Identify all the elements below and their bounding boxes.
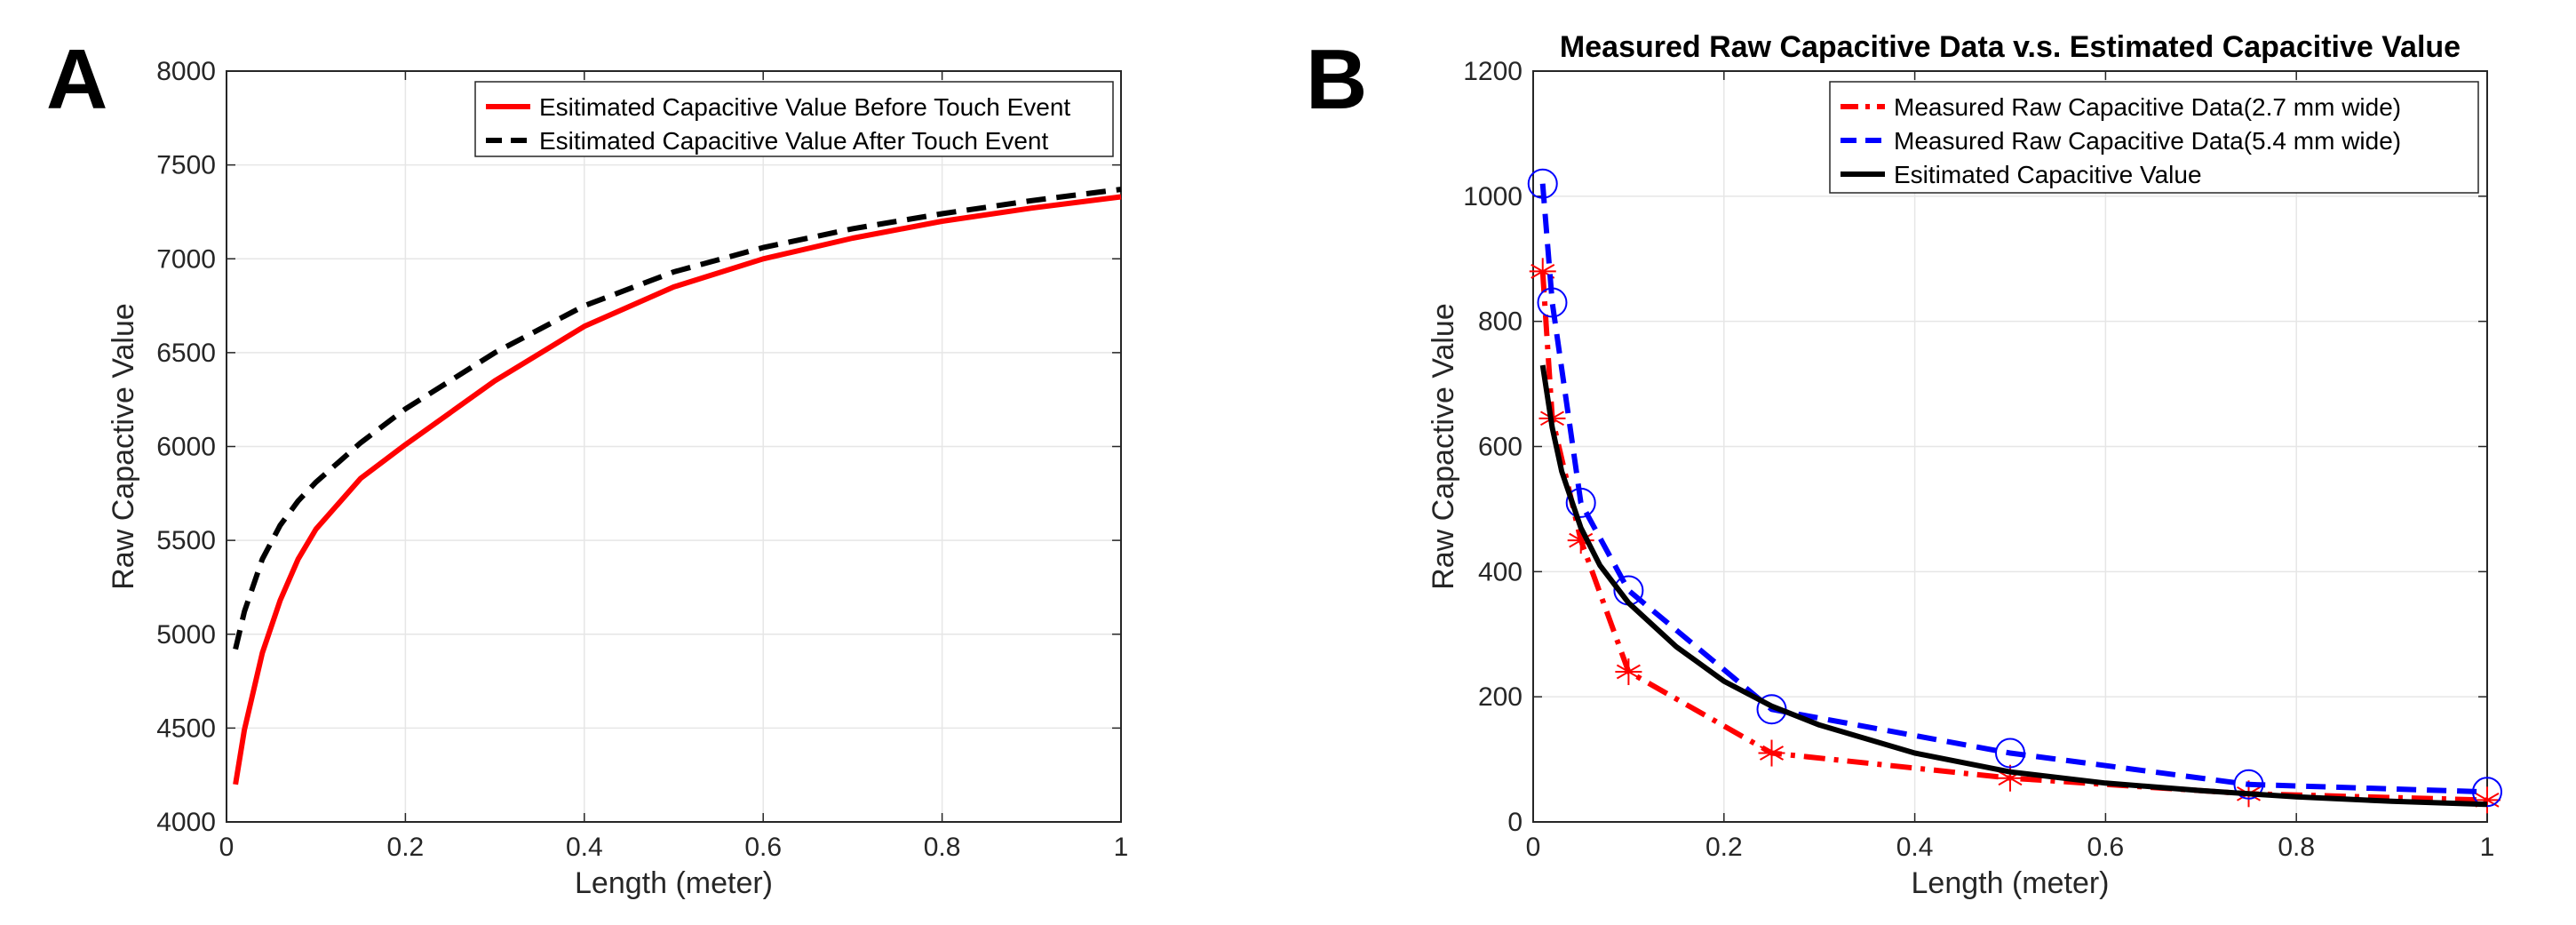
y-tick-label: 6000 [156, 433, 216, 462]
axes-box [1532, 70, 2488, 823]
asterisk-marker [1615, 658, 1642, 685]
x-tick-label: 0.4 [1896, 833, 1934, 862]
legend-label: Esitimated Capacitive Value After Touch … [539, 127, 1048, 155]
legend-label: Esitimated Capacitive Value Before Touch… [539, 93, 1070, 121]
y-axis-label: Raw Capactive Value [107, 303, 140, 590]
y-tick-label: 1000 [1463, 182, 1523, 211]
x-axis-label: Length (meter) [575, 866, 773, 900]
series-line [1539, 364, 2488, 808]
y-tick-label: 7000 [156, 244, 216, 274]
x-tick-label: 0.6 [744, 833, 782, 862]
circle-marker [1995, 738, 2025, 769]
panel-letter-b: B [1306, 32, 1367, 127]
y-tick-label: 1200 [1463, 57, 1523, 86]
legend-box [1829, 81, 2479, 194]
y-tick-label: 800 [1478, 307, 1523, 337]
x-tick-label: 0.4 [566, 833, 603, 862]
x-tick-label: 0 [219, 833, 235, 862]
chart-title: Measured Raw Capacitive Data v.s. Estima… [1560, 30, 2461, 64]
circle-marker [2233, 769, 2264, 800]
y-tick-label: 7500 [156, 151, 216, 180]
legend-label: Measured Raw Capacitive Data(5.4 mm wide… [1894, 127, 2401, 155]
y-axis-label: Raw Capactive Value [1427, 303, 1460, 590]
y-tick-label: 400 [1478, 557, 1523, 586]
x-tick-label: 1 [2480, 833, 2495, 862]
y-tick-label: 4000 [156, 808, 216, 837]
circle-marker [1537, 287, 1568, 318]
legend-label: Measured Raw Capacitive Data(2.7 mm wide… [1894, 93, 2401, 121]
y-tick-label: 0 [1507, 808, 1523, 837]
panel-letter-a: A [46, 32, 107, 127]
chart-panel-b: 0 0.2 0.4 0.6 0.8 1 0 200 400 600 800 1000 1200 Lengt… [1427, 30, 2502, 900]
circle-marker [1565, 487, 1596, 518]
legend-label: Esitimated Capacitive Value [1894, 161, 2202, 188]
circle-marker [2472, 777, 2502, 808]
series-line [1539, 183, 2488, 795]
x-axis-label: Length (meter) [1912, 866, 2110, 900]
x-tick-label: 0.2 [387, 833, 425, 862]
asterisk-marker [2474, 786, 2500, 814]
y-tick-label: 8000 [156, 57, 216, 86]
x-tick-label: 0.8 [924, 833, 961, 862]
x-tick-label: 0.8 [2278, 833, 2315, 862]
y-tick-label: 600 [1478, 433, 1523, 462]
x-tick-label: 0.2 [1705, 833, 1743, 862]
series-line [233, 194, 1122, 785]
series-line [1539, 271, 2488, 803]
y-tick-label: 5500 [156, 526, 216, 555]
x-tick-label: 0.6 [2087, 833, 2125, 862]
chart-panel-a: 0 0.2 0.4 0.6 0.8 1 4000 4500 5000 5500 6000 6500 70… [107, 57, 1128, 900]
axes-box [226, 70, 1122, 823]
legend-box [474, 81, 1114, 157]
x-tick-label: 0 [1526, 833, 1541, 862]
x-tick-label: 1 [1114, 833, 1129, 862]
circle-marker [1527, 168, 1558, 199]
asterisk-marker [1758, 739, 1785, 767]
y-tick-label: 4500 [156, 714, 216, 743]
y-tick-label: 200 [1478, 682, 1523, 712]
y-tick-label: 5000 [156, 620, 216, 650]
y-tick-label: 6500 [156, 339, 216, 368]
